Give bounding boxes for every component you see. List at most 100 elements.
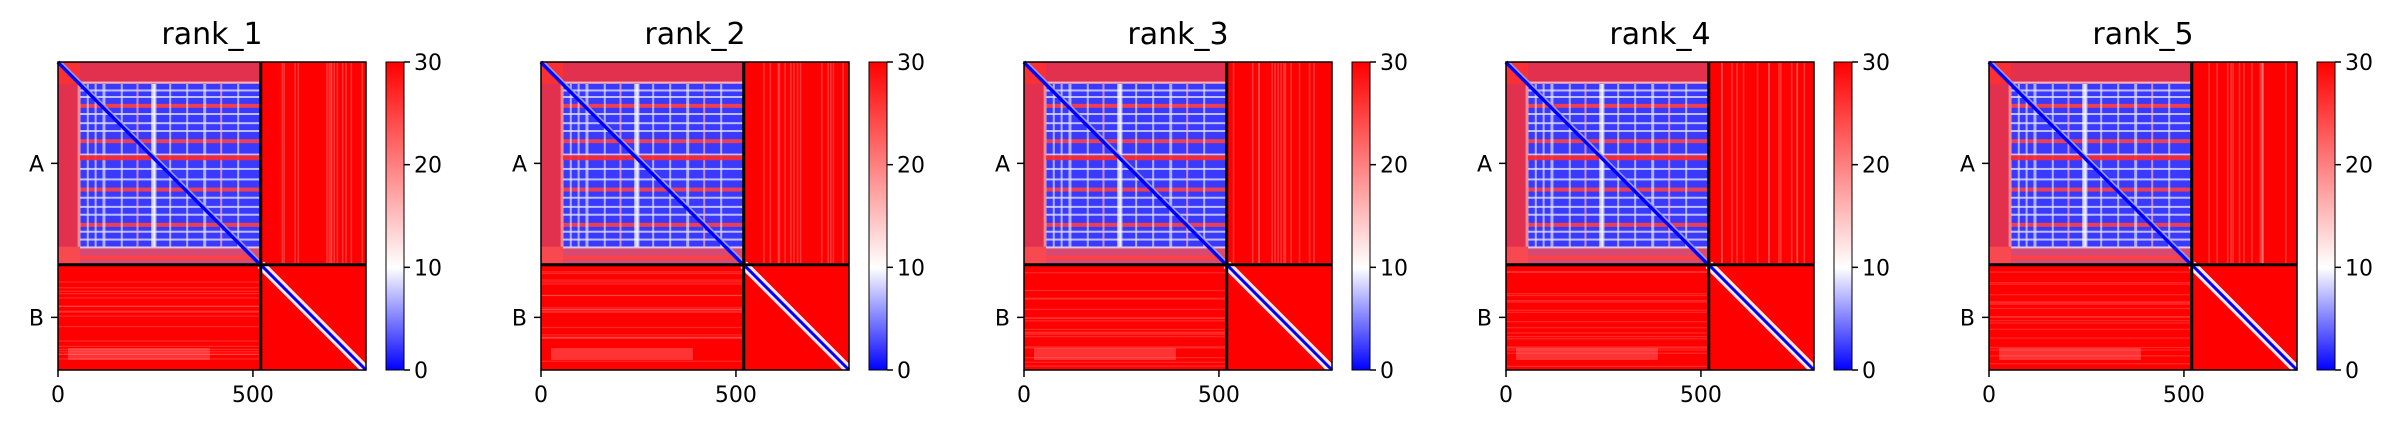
colorbar [1351, 61, 1371, 371]
block-ba-streak [1506, 293, 1709, 295]
block-ab-streak [778, 62, 781, 265]
block-ab-streak [1232, 62, 1235, 265]
block-ab-streak [1756, 62, 1759, 265]
block-ab-streak [361, 62, 364, 265]
block-ba-streak [1024, 357, 1227, 359]
block-ab-streak [333, 62, 336, 265]
block-aa-col-stripe [1685, 84, 1688, 247]
heatmap-block-ba [58, 281, 261, 360]
block-aa-col-stripe [1043, 84, 1047, 247]
block-ba-streak [1989, 346, 2192, 349]
block-ba-streak [1024, 298, 1227, 300]
block-ba-streak [1024, 361, 1227, 363]
block-ab-streak [1277, 62, 1279, 265]
block-ba-streak [541, 311, 744, 313]
block-ba-pale-patch [1034, 348, 1176, 360]
block-ab-streak [1290, 62, 1292, 265]
block-aa-col-stripe [136, 84, 139, 247]
block-ba-streak [1506, 346, 1709, 348]
heatmap-block-ab [281, 62, 364, 265]
panel-2: rank_2 0 500 A B 0 10 20 30 [512, 17, 925, 408]
heatmap-block-ba [1989, 271, 2192, 365]
block-aa-left-band [1024, 62, 1046, 265]
axes-frame [540, 61, 850, 371]
block-ba-streak [1506, 332, 1709, 334]
block-ab-streak [350, 62, 353, 265]
block-ab-streak [297, 62, 300, 265]
colorbar-tick-label: 0 [2345, 359, 2359, 384]
block-aa-mid-band [1046, 155, 1227, 161]
block-ab-streak [2230, 62, 2232, 265]
heatmap-block-aa [539, 60, 746, 267]
block-aa-diagonal [539, 60, 746, 267]
block-aa-row-stripe [2011, 81, 2192, 84]
block-aa-col-stripe [169, 84, 172, 247]
block-aa-row-stripe [563, 246, 744, 249]
block-ba-streak [1989, 316, 2192, 318]
block-aa-col-stripe [2033, 84, 2037, 247]
block-ba-streak [1024, 346, 1227, 348]
x-tick-label: 500 [1680, 383, 1722, 408]
heatmap-block-ba [1506, 271, 1709, 367]
block-ab-streak [1271, 62, 1273, 265]
heatmap-block-ab [1721, 62, 1806, 265]
block-ba-streak [1024, 365, 1227, 367]
block-ab-streak [821, 62, 823, 265]
block-ab-streak [763, 62, 765, 265]
block-ab-streak [1721, 62, 1723, 265]
block-ab-streak [2262, 62, 2264, 265]
y-tick-label: B [1960, 306, 1975, 331]
block-ba-streak [541, 337, 744, 339]
block-ba-streak [58, 345, 261, 347]
colorbar-tick-label: 30 [1862, 51, 1890, 76]
heatmap-block-ab [763, 62, 844, 265]
block-ab-streak [2261, 62, 2264, 265]
block-ba-streak [1989, 303, 2192, 305]
block-aa-col-stripe [203, 84, 207, 247]
block-aa-diagonal [1987, 60, 2194, 267]
block-aa-row-stripe [1528, 81, 1709, 84]
axes-frame [1505, 61, 1815, 371]
block-aa-row-stripe [80, 246, 261, 249]
block-ba-streak [1024, 336, 1227, 338]
block-ba-pale-patch [1516, 348, 1658, 360]
block-aa-col-stripe [2151, 84, 2154, 247]
block-aa-row-stripe [80, 81, 261, 84]
heatmap-block-ab [1232, 62, 1315, 265]
heatmap-block-ab [2208, 62, 2287, 265]
y-tick-label: B [512, 306, 527, 331]
block-ba-streak [58, 353, 261, 355]
block-aa-diagonal [56, 60, 263, 267]
block-aa-col-stripe [2134, 84, 2138, 247]
block-ab-streak [1258, 62, 1260, 265]
y-tick-label: B [1477, 306, 1492, 331]
block-ba-streak [58, 351, 261, 353]
block-aa-left-band [58, 62, 80, 265]
block-aa-row-stripe [563, 81, 744, 84]
block-ba-streak [1989, 328, 2192, 330]
block-aa-col-stripe [619, 84, 622, 247]
block-ba-streak [541, 308, 744, 311]
x-tick-label: 500 [2163, 383, 2205, 408]
block-ab-streak [1780, 62, 1782, 265]
block-aa-row-stripe [1046, 255, 1227, 260]
block-ab-streak [784, 62, 786, 265]
block-ab-streak [1721, 62, 1723, 265]
block-ba-streak [1506, 271, 1709, 273]
colorbar-tick-label: 10 [1380, 256, 1408, 281]
block-aa-col-stripe [1534, 84, 1537, 247]
block-aa-top-band [1989, 62, 2192, 84]
heatmap-block-bb [2188, 261, 2301, 374]
block-ba-streak [1506, 294, 1709, 297]
block-ab-streak [790, 62, 792, 265]
block-ba-streak [58, 293, 261, 295]
block-ba-streak [541, 307, 744, 309]
block-aa-mid-col [634, 84, 639, 247]
y-tick-label: A [995, 152, 1010, 177]
block-ba-streak [1024, 317, 1227, 319]
block-ba-streak [541, 281, 744, 283]
block-aa-col-stripe [1550, 84, 1554, 247]
panel-title: rank_2 [644, 17, 745, 52]
block-aa-top-band [1024, 62, 1227, 84]
block-aa-col-stripe [585, 84, 589, 247]
